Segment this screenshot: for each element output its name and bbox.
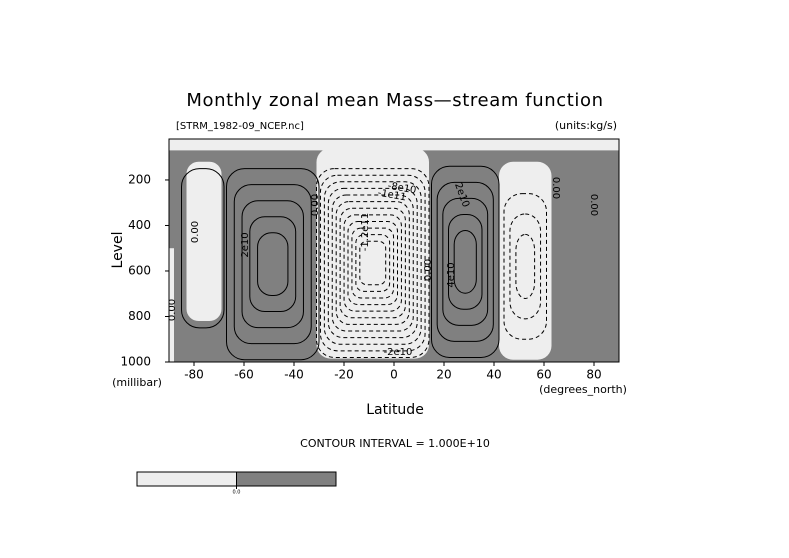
x-tick-label: -20 bbox=[334, 368, 354, 382]
colorbar-label: 0.0 bbox=[233, 490, 241, 496]
y-tick-label: 600 bbox=[128, 263, 151, 277]
contour-line bbox=[448, 213, 483, 310]
x-tick-label: 20 bbox=[436, 368, 451, 382]
contour-label: -1.2e11 bbox=[360, 213, 371, 251]
contour-line bbox=[335, 201, 410, 325]
x-tick-label: -60 bbox=[234, 368, 254, 382]
negative-fill bbox=[499, 161, 552, 360]
units: (units:kg/s) bbox=[555, 119, 617, 132]
contour-line bbox=[233, 184, 312, 345]
negative-fill bbox=[186, 161, 222, 322]
contour-line bbox=[319, 174, 426, 352]
contour-line bbox=[181, 168, 225, 329]
contour-line bbox=[509, 213, 542, 320]
x-tick-label: 80 bbox=[586, 368, 601, 382]
contour-line bbox=[316, 168, 430, 358]
contour-line bbox=[442, 197, 489, 326]
contour-label: -8e10 bbox=[387, 181, 417, 197]
y-tick-label: 800 bbox=[128, 309, 151, 323]
contour-label: -1e11 bbox=[377, 188, 407, 204]
y-unit: (millibar) bbox=[112, 376, 162, 389]
contour-line bbox=[453, 230, 477, 294]
contour-label: 0.00 bbox=[190, 221, 201, 243]
contour-line bbox=[436, 181, 494, 342]
contour-line bbox=[249, 216, 297, 313]
contour-line bbox=[343, 214, 402, 312]
x-tick-label: -80 bbox=[184, 368, 204, 382]
x-tick-label: 0 bbox=[390, 368, 398, 382]
x-tick-label: 60 bbox=[536, 368, 551, 382]
contour-label: 2e10 bbox=[240, 232, 251, 257]
contour-label: 0.00 bbox=[550, 177, 561, 199]
colorbar-positive bbox=[236, 471, 337, 487]
contour-line bbox=[351, 227, 395, 299]
contour-line bbox=[347, 220, 398, 306]
contour-line bbox=[226, 168, 320, 361]
plot-area: 0.002e100.000.00-1.2e11-1e11-8e100.002e1… bbox=[167, 139, 619, 362]
contour-line bbox=[355, 234, 391, 292]
negative-fill bbox=[169, 248, 174, 362]
chart-title: Monthly zonal mean Mass—stream function bbox=[186, 90, 603, 111]
colorbar-negative bbox=[136, 471, 237, 487]
negative-fill bbox=[169, 139, 619, 151]
contour-line bbox=[331, 194, 414, 332]
negative-fill bbox=[316, 148, 429, 359]
subtitle: [STRM_1982-09_NCEP.nc] bbox=[176, 121, 304, 132]
y-tick-label: 400 bbox=[128, 218, 151, 232]
contour-label: 0.00 bbox=[310, 194, 321, 216]
contour-line bbox=[257, 232, 289, 297]
contour-line bbox=[503, 193, 547, 340]
contour-label: -2e10 bbox=[384, 347, 413, 358]
contour-line bbox=[359, 240, 387, 286]
contour-line bbox=[323, 181, 422, 345]
contour-line bbox=[241, 200, 304, 329]
contour-line bbox=[327, 187, 418, 339]
x-unit: (degrees_north) bbox=[539, 383, 627, 396]
contour-line bbox=[339, 207, 406, 319]
y-tick-label: 1000 bbox=[120, 355, 151, 369]
y-tick-label: 200 bbox=[128, 172, 151, 186]
contour-line bbox=[431, 165, 500, 358]
contour-label: 0.00 bbox=[167, 299, 178, 321]
x-tick-label: -40 bbox=[284, 368, 304, 382]
x-tick-label: 40 bbox=[486, 368, 501, 382]
y-axis-label: Level bbox=[110, 232, 126, 269]
footer: CONTOUR INTERVAL = 1.000E+10 bbox=[300, 437, 490, 450]
contour-label: 0.00 bbox=[588, 194, 599, 216]
contour-label: 4e10 bbox=[446, 262, 457, 287]
contour-line bbox=[515, 233, 536, 299]
contour-label: 0.00 bbox=[423, 259, 434, 281]
x-axis-label: Latitude bbox=[366, 402, 424, 418]
